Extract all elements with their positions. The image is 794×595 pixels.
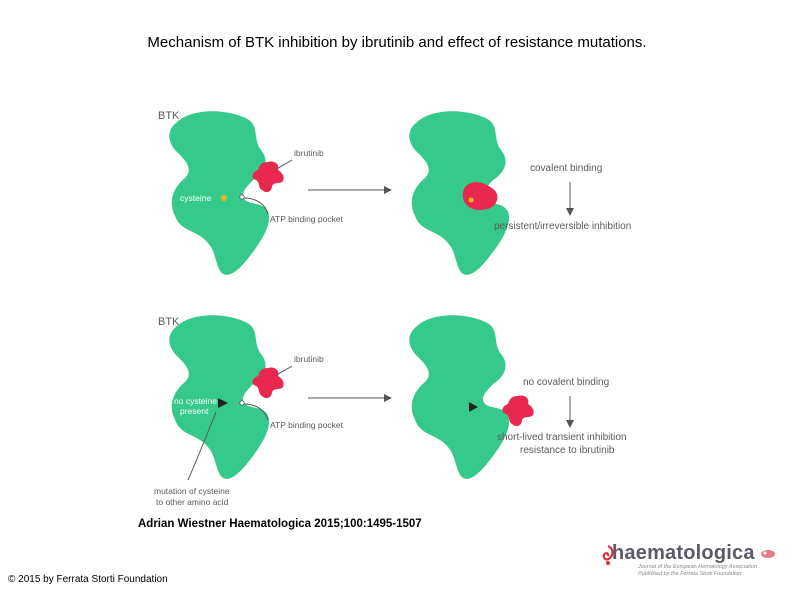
slide-title: Mechanism of BTK inhibition by ibrutinib… [147, 34, 647, 51]
bottom-inhibition-label-line2: resistance to ibrutinib [520, 445, 615, 456]
top-bound-cysteine-dot [468, 197, 474, 203]
haematologica-logo: haematologica Journal of the European He… [600, 542, 780, 578]
top-cysteine-dot [221, 195, 227, 201]
bottom-inhibition-label-line1: short-lived transient inhibition [497, 432, 627, 443]
logo-swirl-icon [602, 544, 614, 565]
bottom-result-label: no covalent binding [523, 377, 609, 388]
logo-wordmark: haematologica [612, 542, 755, 564]
bottom-mutation-label-line1: mutation of cysteine [154, 486, 230, 496]
top-ibrutinib-label: ibrutinib [294, 148, 324, 158]
mechanism-diagram: BTK cysteine ibrutinib ATP binding pocke… [154, 110, 631, 507]
top-process-arrow [308, 186, 392, 194]
top-result-arrow [566, 182, 574, 216]
bottom-btk-protein-right [409, 315, 510, 479]
bottom-right-mutation-marker [469, 402, 478, 412]
bottom-pocket-marker [239, 400, 245, 406]
bottom-ibrutinib-label: ibrutinib [294, 354, 324, 364]
top-pocket-label: ATP binding pocket [270, 214, 344, 224]
copyright: © 2015 by Ferrata Storti Foundation [8, 574, 168, 585]
logo-subtitle-line1: Journal of the European Hematology Assoc… [638, 564, 758, 570]
top-pocket-marker [239, 194, 245, 200]
top-ibrutinib-pointer [275, 159, 293, 171]
top-btk-label: BTK [158, 110, 180, 122]
logo-subtitle-line2: Published by the Ferrata Storti Foundati… [638, 571, 742, 577]
bottom-ibrutinib-pointer [275, 365, 293, 377]
top-bound-ibrutinib [462, 182, 498, 210]
bottom-pocket-label: ATP binding pocket [270, 420, 344, 430]
top-cysteine-label: cysteine [180, 193, 211, 203]
bottom-process-arrow [308, 394, 392, 402]
bottom-mutation-label-line2: to other amino acid [156, 497, 229, 507]
citation: Adrian Wiestner Haematologica 2015;100:1… [138, 518, 422, 530]
top-result-label: covalent binding [530, 163, 602, 174]
bottom-no-cysteine-label-line2: present [180, 406, 209, 416]
bottom-mutation-pointer [187, 411, 217, 481]
bottom-no-cysteine-label-line1: no cysteine [174, 396, 217, 406]
top-pocket-pointer [243, 197, 269, 215]
top-inhibition-label: persistent/irreversible inhibition [494, 221, 631, 232]
bottom-btk-label: BTK [158, 316, 180, 328]
logo-emblem-icon [761, 550, 775, 558]
bottom-pocket-pointer [243, 403, 269, 421]
bottom-mutation-marker [218, 398, 228, 408]
bottom-result-arrow [566, 396, 574, 428]
